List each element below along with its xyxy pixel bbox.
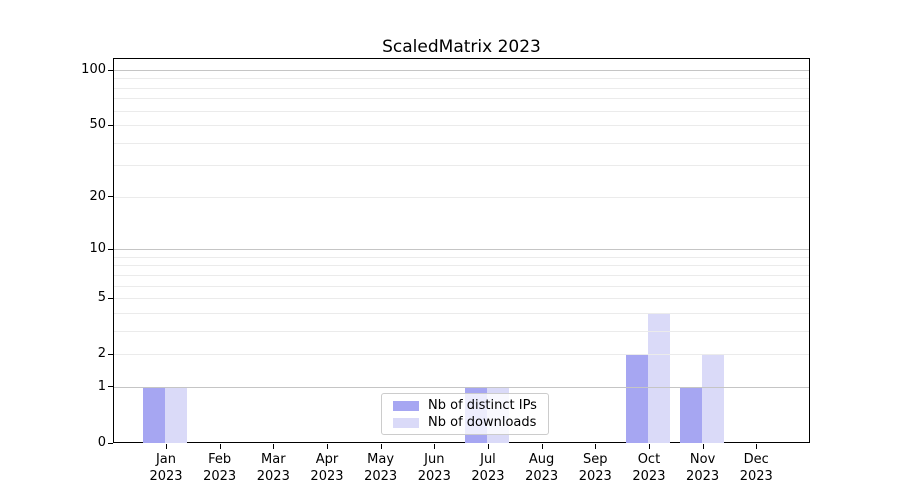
gridline-major: [114, 249, 809, 251]
bar-distinct-ips: [625, 354, 648, 443]
x-tick-mark: [595, 444, 597, 449]
x-tick-mark: [380, 444, 382, 449]
y-tick-mark: [108, 386, 113, 388]
chart-title: ScaledMatrix 2023: [382, 37, 541, 57]
gridline-minor: [114, 165, 809, 167]
x-tick-mark: [166, 444, 167, 449]
bar-downloads: [701, 354, 724, 443]
y-tick-label: 0: [97, 435, 106, 450]
y-tick-label: 5: [97, 290, 106, 306]
x-tick-label: Feb 2023: [203, 452, 237, 484]
y-tick-label: 20: [89, 188, 106, 204]
gridline-minor: [114, 256, 809, 258]
x-tick-label: May 2023: [364, 452, 398, 484]
x-tick-label: Aug 2023: [525, 452, 559, 484]
y-tick-label: 1: [97, 378, 106, 394]
gridline-minor: [114, 196, 809, 198]
bar-downloads: [165, 386, 187, 443]
gridline-minor: [114, 125, 809, 127]
x-tick-label: Jul 2023: [471, 452, 505, 484]
y-tick-label: 2: [97, 346, 106, 362]
x-tick-mark: [541, 444, 543, 449]
x-tick-mark: [434, 444, 436, 449]
y-tick-mark: [108, 124, 113, 126]
y-tick-mark: [108, 297, 113, 299]
gridline-minor: [114, 330, 809, 332]
x-tick-mark: [648, 444, 650, 449]
bar-distinct-ips: [679, 386, 702, 443]
x-tick-label: Dec 2023: [739, 452, 773, 484]
y-tick-mark: [108, 353, 113, 355]
gridline-minor: [114, 274, 809, 276]
x-tick-label: Apr 2023: [310, 452, 344, 484]
legend-label-downloads: Nb of downloads: [428, 415, 537, 430]
x-tick-mark: [756, 444, 758, 449]
y-tick-label: 10: [89, 241, 106, 257]
gridline-minor: [114, 312, 809, 314]
bar-distinct-ips: [143, 386, 165, 443]
gridline-minor: [114, 78, 809, 80]
x-tick-label: Nov 2023: [686, 452, 720, 484]
x-tick-mark: [219, 444, 221, 449]
x-tick-label: Jan 2023: [149, 452, 183, 484]
plot-area: [113, 58, 810, 443]
gridline-minor: [114, 265, 809, 267]
gridline-minor: [114, 87, 809, 89]
legend-entry-downloads: Nb of downloads: [393, 416, 537, 429]
legend: Nb of distinct IPs Nb of downloads: [381, 393, 549, 435]
bar-downloads: [647, 312, 670, 443]
x-tick-label: Mar 2023: [256, 452, 290, 484]
x-tick-mark: [326, 444, 328, 449]
x-tick-label: Oct 2023: [632, 452, 666, 484]
legend-swatch-downloads: [393, 417, 419, 428]
y-tick-mark: [108, 196, 113, 198]
x-tick-label: Jun 2023: [417, 452, 451, 484]
y-tick-label: 100: [81, 62, 106, 77]
legend-entry-distinct-ips: Nb of distinct IPs: [393, 399, 537, 412]
x-tick-mark: [702, 444, 704, 449]
gridline-major: [114, 386, 809, 388]
legend-label-distinct-ips: Nb of distinct IPs: [428, 398, 537, 413]
y-tick-label: 50: [89, 117, 106, 133]
gridline-minor: [114, 298, 809, 300]
gridline-minor: [114, 354, 809, 356]
y-tick-mark: [108, 442, 113, 444]
gridline-major: [114, 70, 809, 71]
gridline-minor: [114, 285, 809, 287]
legend-swatch-distinct-ips: [393, 400, 419, 411]
x-tick-mark: [487, 444, 489, 449]
y-tick-mark: [108, 248, 113, 250]
gridline-minor: [114, 142, 809, 144]
x-tick-label: Sep 2023: [578, 452, 612, 484]
x-tick-mark: [273, 444, 275, 449]
y-tick-mark: [108, 69, 113, 71]
gridline-minor: [114, 110, 809, 112]
gridline-minor: [114, 98, 809, 100]
